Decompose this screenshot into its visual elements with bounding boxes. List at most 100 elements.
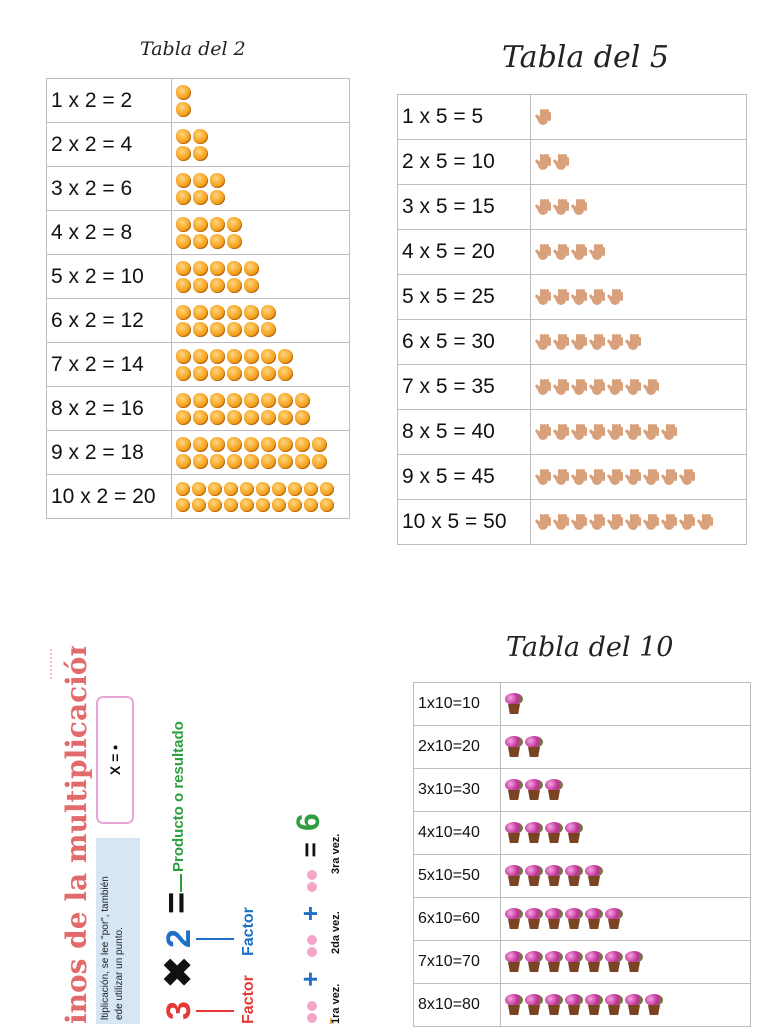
flower-pot-icon — [583, 865, 605, 887]
equation-cell: 8x10=80 — [413, 983, 501, 1027]
table-row: 5 x 5 = 25 — [397, 274, 747, 320]
cheese-puff-icon — [312, 453, 327, 469]
cheese-puff-icon — [193, 216, 208, 232]
hand-icon — [678, 468, 695, 486]
flower-pot-icon — [623, 994, 645, 1016]
cheese-puff-icon — [176, 409, 191, 425]
cheese-puff-icon — [176, 392, 191, 408]
hand-icon — [606, 288, 623, 306]
tabla-10-table: 1x10=10 2x10=20 3x10=30 4x10=40 5x10=50 6x10=… — [413, 682, 751, 1027]
picture-cell — [171, 210, 350, 255]
cheese-puff-icon — [193, 453, 208, 469]
tabla-10-title: Tabla del 10 — [506, 632, 674, 663]
flower-pot-icon — [603, 994, 625, 1016]
equation-cell: 9 x 2 = 18 — [46, 430, 172, 475]
cheese-puff-icon — [272, 497, 286, 512]
hand-icon — [642, 513, 659, 531]
icon-group — [504, 693, 747, 715]
cheese-puff-icon — [176, 260, 191, 276]
hand-icon — [534, 423, 551, 441]
equation-cell: 1x10=10 — [413, 682, 501, 726]
cheese-puff-icon — [192, 481, 206, 496]
cheese-puff-icon — [244, 453, 259, 469]
cheese-puff-icon — [193, 365, 208, 381]
picture-cell — [530, 319, 747, 365]
cheese-puff-icon — [193, 260, 208, 276]
equation-cell: 3 x 2 = 6 — [46, 166, 172, 211]
icon-group — [175, 84, 192, 118]
cheese-puff-icon — [244, 348, 259, 364]
table-row: 4x10=40 — [413, 811, 751, 855]
icon-group — [504, 994, 747, 1016]
picture-cell — [171, 342, 350, 387]
table-row: 4 x 2 = 8 — [46, 210, 350, 255]
note-box: ltiplicación, se lee "por", también ede … — [96, 838, 140, 1024]
equation-cell: 4 x 2 = 8 — [46, 210, 172, 255]
cheese-puff-icon — [244, 409, 259, 425]
tabla-5-title: Tabla del 5 — [502, 40, 669, 75]
hand-icon — [552, 243, 569, 261]
cheese-puff-icon — [288, 497, 302, 512]
cheese-puff-icon — [210, 321, 225, 337]
flower-pot-icon — [503, 908, 525, 930]
table-row: 3 x 2 = 6 — [46, 166, 350, 211]
cheese-puff-icon — [278, 392, 293, 408]
cheese-puff-icon — [227, 365, 242, 381]
hand-icon — [624, 513, 641, 531]
picture-cell — [171, 78, 350, 123]
picture-cell — [171, 166, 350, 211]
cheese-puff-icon — [210, 216, 225, 232]
table-row: 1 x 5 = 5 — [397, 94, 747, 140]
cheese-puff-icon — [210, 348, 225, 364]
picture-cell — [171, 298, 350, 343]
cheese-puff-icon — [256, 497, 270, 512]
cheese-puff-icon — [244, 260, 259, 276]
icon-group — [534, 423, 743, 441]
hand-icon — [606, 378, 623, 396]
times-sign: ✖ — [158, 956, 200, 988]
cheese-puff-icon — [193, 436, 208, 452]
hand-icon — [534, 333, 551, 351]
cheese-puff-icon — [208, 497, 222, 512]
hand-icon — [552, 333, 569, 351]
cheese-puff-icon — [193, 304, 208, 320]
hand-icon — [534, 198, 551, 216]
cheese-puff-icon — [192, 497, 206, 512]
flower-pot-icon — [563, 865, 585, 887]
cheese-puff-icon — [176, 481, 190, 496]
equation-cell: 4x10=40 — [413, 811, 501, 855]
icon-group — [175, 216, 243, 250]
equation-cell: 1 x 5 = 5 — [397, 94, 531, 140]
icon-group — [504, 736, 747, 758]
cheese-puff-icon — [176, 497, 190, 512]
cheese-puff-icon — [244, 392, 259, 408]
flower-pot-icon — [543, 865, 565, 887]
icon-group — [175, 392, 311, 426]
cheese-puff-icon — [278, 348, 293, 364]
table-row: 7 x 2 = 14 — [46, 342, 350, 387]
flower-pot-icon — [563, 994, 585, 1016]
cheese-puff-icon — [193, 321, 208, 337]
sum-result: 6 — [290, 813, 326, 832]
equation-cell: 2 x 2 = 4 — [46, 122, 172, 167]
cheese-puff-icon — [176, 189, 191, 205]
equation-cell: 5x10=50 — [413, 854, 501, 898]
equation-cell: 1 x 2 = 2 — [46, 78, 172, 123]
cheese-puff-icon — [227, 409, 242, 425]
cheese-puff-icon — [210, 409, 225, 425]
cheese-puff-icon — [176, 216, 191, 232]
cheese-puff-icon — [261, 321, 276, 337]
hand-icon — [624, 468, 641, 486]
cheese-puff-icon — [295, 392, 310, 408]
cheese-puff-icon — [244, 321, 259, 337]
table-row: 7 x 5 = 35 — [397, 364, 747, 410]
hand-icon — [534, 243, 551, 261]
table-row: 5 x 2 = 10 — [46, 254, 350, 299]
icon-group — [534, 288, 743, 306]
cheese-puff-icon — [176, 436, 191, 452]
icon-group — [175, 436, 328, 470]
cheese-puff-icon — [304, 481, 318, 496]
hand-icon — [606, 333, 623, 351]
cheese-puff-icon — [210, 260, 225, 276]
terms-title: inos de la multiplicación — [60, 646, 93, 1024]
